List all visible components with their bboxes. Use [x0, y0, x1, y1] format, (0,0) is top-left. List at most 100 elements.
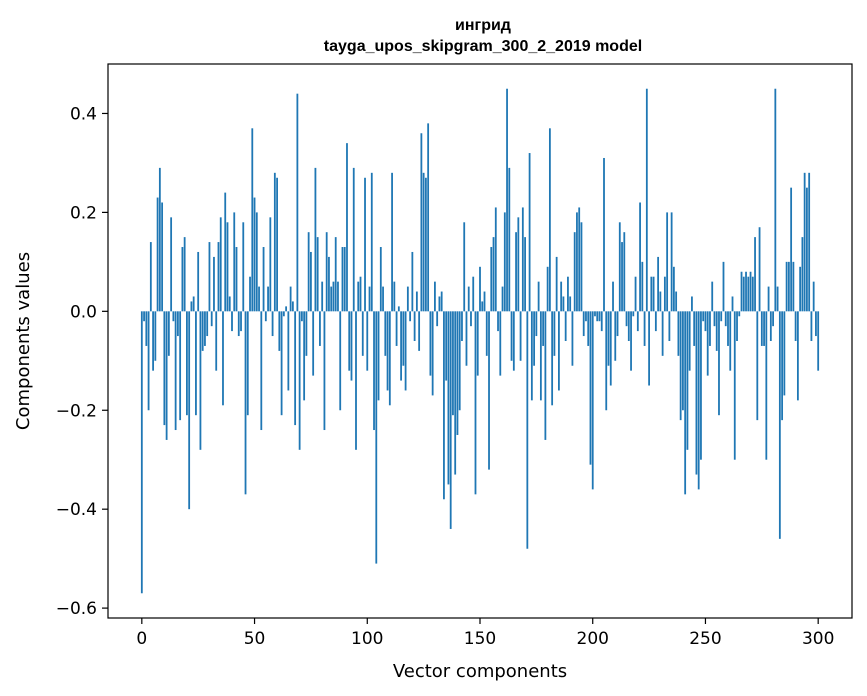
bar-253 [711, 281, 714, 312]
bar-4 [149, 242, 152, 312]
bar-199 [589, 311, 592, 465]
bar-155 [490, 247, 493, 312]
bar-107 [382, 286, 384, 312]
bar-215 [625, 311, 628, 327]
bar-125 [422, 172, 425, 312]
bar-149 [476, 311, 479, 376]
bar-7 [156, 197, 159, 312]
bar-81 [323, 311, 326, 431]
bar-286 [785, 261, 788, 312]
bar-244 [691, 296, 693, 312]
bar-101 [368, 286, 371, 312]
bar-201 [594, 311, 596, 317]
bar-188 [564, 311, 567, 341]
bar-129 [431, 311, 434, 396]
bar-136 [447, 311, 450, 485]
bar-94 [352, 167, 355, 312]
bar-262 [731, 296, 734, 312]
bar-207 [607, 311, 610, 366]
bar-225 [648, 311, 650, 386]
bar-84 [330, 286, 333, 312]
bar-141 [458, 311, 461, 411]
bar-234 [668, 311, 671, 341]
bar-119 [409, 311, 412, 322]
bar-189 [567, 276, 569, 312]
bar-194 [578, 207, 581, 312]
bar-104 [375, 311, 378, 564]
bar-184 [555, 256, 558, 312]
bar-10 [163, 311, 166, 426]
x-tick-label: 0 [136, 629, 147, 649]
bar-61 [278, 311, 281, 351]
y-tick-label: 0.4 [70, 104, 97, 124]
bar-159 [499, 311, 502, 376]
bar-148 [474, 311, 477, 495]
y-tick-label: 0.0 [70, 302, 97, 322]
bar-28 [204, 311, 206, 346]
bar-176 [537, 281, 540, 312]
bar-284 [781, 311, 784, 421]
bar-219 [634, 276, 637, 312]
bar-275 [760, 311, 763, 346]
bar-25 [197, 251, 200, 312]
bar-258 [722, 261, 725, 312]
bar-299 [815, 311, 817, 337]
bar-161 [503, 212, 506, 312]
bar-14 [172, 311, 175, 322]
bar-87 [337, 281, 339, 312]
bar-250 [704, 311, 707, 332]
bar-144 [465, 311, 468, 366]
bar-105 [377, 311, 380, 401]
bar-175 [535, 311, 538, 337]
bar-70 [298, 311, 301, 450]
bar-217 [630, 311, 632, 371]
bar-44 [240, 311, 242, 332]
bar-65 [287, 311, 290, 391]
bar-79 [319, 311, 321, 346]
bar-69 [296, 93, 299, 312]
bar-185 [558, 311, 560, 391]
bar-223 [643, 311, 646, 346]
bar-128 [429, 311, 432, 376]
bar-282 [776, 286, 779, 312]
bar-238 [677, 311, 680, 356]
bar-218 [632, 311, 635, 317]
bar-54 [262, 247, 265, 312]
bar-132 [438, 296, 441, 312]
bar-124 [420, 133, 423, 312]
bar-40 [231, 311, 233, 332]
bar-150 [479, 266, 481, 312]
x-axis-label: Vector components [393, 661, 567, 682]
bar-112 [393, 281, 396, 312]
bar-266 [740, 271, 743, 312]
bar-18 [181, 247, 184, 312]
bar-164 [510, 311, 513, 361]
bar-118 [406, 286, 409, 312]
bar-237 [675, 291, 678, 312]
bar-170 [524, 237, 526, 312]
x-tick-label: 150 [464, 629, 496, 649]
bar-297 [810, 311, 813, 341]
bar-276 [763, 311, 765, 346]
bar-236 [672, 266, 675, 312]
bar-290 [794, 311, 797, 341]
bar-88 [339, 311, 342, 411]
bar-167 [517, 217, 520, 312]
bar-66 [289, 286, 292, 312]
bars-group [140, 88, 820, 594]
bar-179 [544, 311, 547, 440]
bar-117 [404, 311, 407, 391]
bar-29 [206, 311, 209, 337]
bar-169 [521, 207, 524, 312]
bar-106 [379, 247, 382, 312]
bar-143 [463, 222, 466, 312]
bar-216 [627, 311, 630, 341]
bar-85 [332, 281, 335, 312]
bar-38 [226, 222, 229, 312]
bar-208 [609, 311, 612, 386]
bar-97 [359, 276, 362, 312]
bar-178 [542, 311, 545, 346]
bar-36 [222, 311, 224, 406]
bar-51 [255, 212, 258, 312]
bar-265 [738, 311, 741, 317]
